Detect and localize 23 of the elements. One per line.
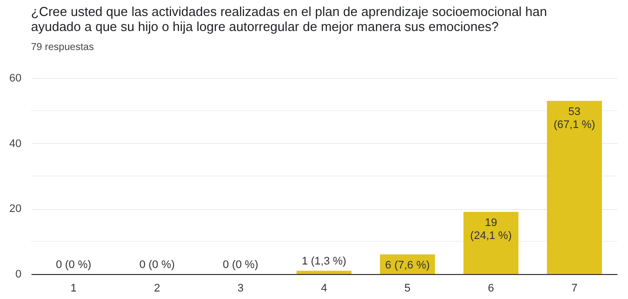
y-tick-label: 60 xyxy=(9,72,22,84)
y-tick-label: 0 xyxy=(15,268,22,280)
chart-title: ¿Cree usted que las actividades realizadas en el plan de aprendizaje socioemocional han ayudado a que su hijo o hija logre autorregular de mejor manera sus emociones? xyxy=(31,4,547,34)
x-tick-label: 6 xyxy=(488,282,494,294)
x-tick-label: 4 xyxy=(320,282,328,294)
data-label: 19 (24,1 %) xyxy=(470,216,512,242)
x-tick-label: 5 xyxy=(404,282,411,294)
y-tick-label: 20 xyxy=(9,203,22,216)
x-tick-label: 2 xyxy=(154,282,160,294)
x-tick-label: 1 xyxy=(70,282,77,294)
bar xyxy=(296,270,352,274)
chart-subtitle: 79 respuestas xyxy=(31,42,94,53)
bar xyxy=(463,212,518,274)
data-label: 0 (0 %) xyxy=(139,259,175,271)
x-tick-label: 7 xyxy=(571,282,578,294)
bar xyxy=(546,100,602,274)
x-tick-label: 3 xyxy=(237,282,244,294)
data-label: 53 (67,1 %) xyxy=(554,106,596,131)
y-tick-label: 40 xyxy=(9,138,22,150)
data-label: 6 (7,6 %) xyxy=(385,259,430,272)
data-label: 0 (0 %) xyxy=(222,259,258,271)
data-label: 1 (1,3 %) xyxy=(302,256,346,268)
data-label: 0 (0 %) xyxy=(56,259,92,271)
